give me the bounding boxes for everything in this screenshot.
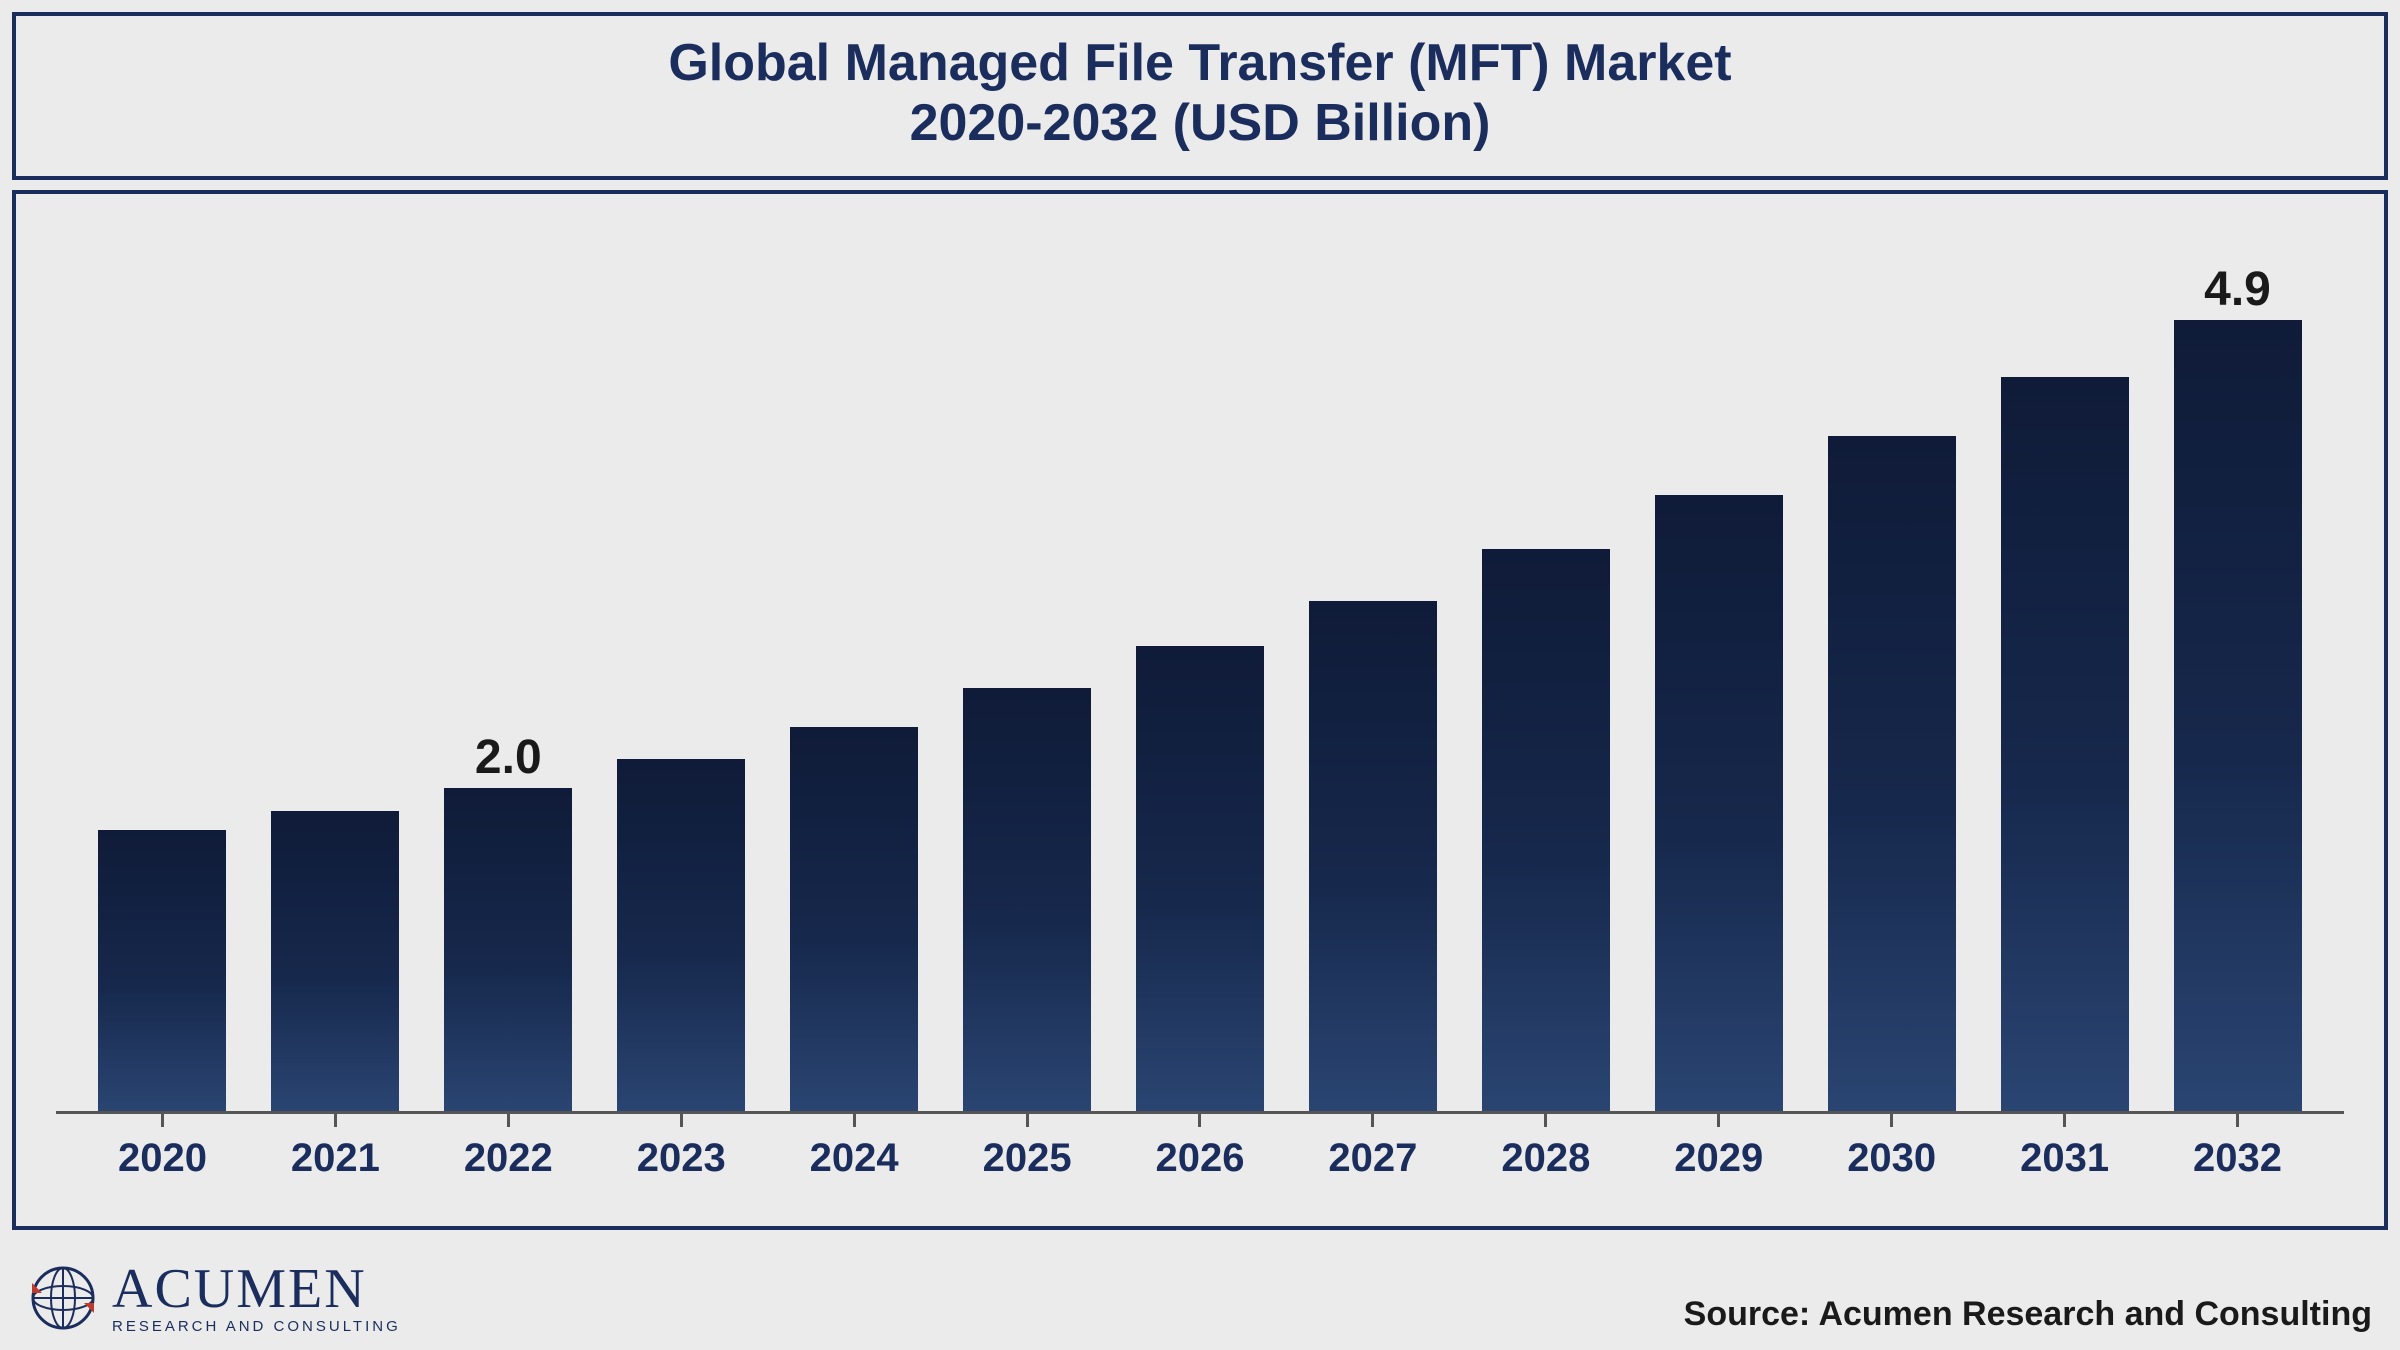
bar bbox=[271, 811, 399, 1111]
x-axis-label: 2031 bbox=[1978, 1136, 2151, 1181]
bar-slot bbox=[76, 224, 249, 1111]
axis-tick bbox=[507, 1111, 510, 1127]
chart-container: 2.04.9 202020212022202320242025202620272… bbox=[12, 190, 2388, 1230]
chart-title-line2: 2020-2032 (USD Billion) bbox=[16, 94, 2384, 154]
footer: ACUMEN RESEARCH AND CONSULTING Source: A… bbox=[0, 1261, 2400, 1334]
x-axis-label: 2025 bbox=[941, 1136, 1114, 1181]
bar-slot bbox=[249, 224, 422, 1111]
axis-tick bbox=[2236, 1111, 2239, 1127]
x-axis-label: 2028 bbox=[1459, 1136, 1632, 1181]
axis-tick bbox=[334, 1111, 337, 1127]
bar-slot: 4.9 bbox=[2151, 224, 2324, 1111]
bars-container: 2.0 4.9 bbox=[56, 224, 2344, 1111]
bar-slot bbox=[768, 224, 941, 1111]
bar-slot bbox=[1978, 224, 2151, 1111]
axis-tick bbox=[1026, 1111, 1029, 1127]
bar-value-label: 4.9 bbox=[2204, 262, 2271, 317]
bar: 4.9 bbox=[2174, 320, 2302, 1110]
x-axis-label: 2020 bbox=[76, 1136, 249, 1181]
bar bbox=[617, 759, 745, 1111]
x-axis-label: 2024 bbox=[768, 1136, 941, 1181]
x-axis-label: 2032 bbox=[2151, 1136, 2324, 1181]
axis-tick bbox=[853, 1111, 856, 1127]
logo-sub-text: RESEARCH AND CONSULTING bbox=[112, 1319, 401, 1334]
bar bbox=[1828, 436, 1956, 1110]
axis-tick bbox=[1198, 1111, 1201, 1127]
bar-slot: 2.0 bbox=[422, 224, 595, 1111]
logo-main-text: ACUMEN bbox=[112, 1261, 401, 1317]
bar-slot bbox=[1114, 224, 1287, 1111]
bar-slot bbox=[1459, 224, 1632, 1111]
x-axis-label: 2022 bbox=[422, 1136, 595, 1181]
bar-slot bbox=[1805, 224, 1978, 1111]
x-axis-label: 2021 bbox=[249, 1136, 422, 1181]
bar-slot bbox=[1286, 224, 1459, 1111]
x-axis-label: 2029 bbox=[1632, 1136, 1805, 1181]
axis-tick bbox=[680, 1111, 683, 1127]
bar-slot bbox=[1632, 224, 1805, 1111]
bar-slot bbox=[595, 224, 768, 1111]
bar bbox=[98, 830, 226, 1111]
axis-tick bbox=[2063, 1111, 2066, 1127]
axis-tick bbox=[1544, 1111, 1547, 1127]
axis-tick bbox=[1890, 1111, 1893, 1127]
axis-tick bbox=[161, 1111, 164, 1127]
plot-area: 2.0 4.9 bbox=[56, 224, 2344, 1114]
bar: 2.0 bbox=[444, 788, 572, 1111]
brand-logo: ACUMEN RESEARCH AND CONSULTING bbox=[28, 1261, 401, 1334]
chart-title-line1: Global Managed File Transfer (MFT) Marke… bbox=[16, 34, 2384, 94]
bar bbox=[1482, 549, 1610, 1110]
bar bbox=[2001, 377, 2129, 1111]
axis-tick bbox=[1371, 1111, 1374, 1127]
axis-tick bbox=[1717, 1111, 1720, 1127]
x-axis-label: 2023 bbox=[595, 1136, 768, 1181]
bar bbox=[1309, 601, 1437, 1111]
x-axis-label: 2026 bbox=[1114, 1136, 1287, 1181]
bar bbox=[1136, 646, 1264, 1110]
chart-title-box: Global Managed File Transfer (MFT) Marke… bbox=[12, 12, 2388, 180]
globe-icon bbox=[28, 1263, 98, 1333]
x-axis-label: 2030 bbox=[1805, 1136, 1978, 1181]
bar-slot bbox=[941, 224, 1114, 1111]
bar bbox=[790, 727, 918, 1111]
logo-text: ACUMEN RESEARCH AND CONSULTING bbox=[112, 1261, 401, 1334]
source-attribution: Source: Acumen Research and Consulting bbox=[1684, 1295, 2372, 1334]
x-axis-label: 2027 bbox=[1286, 1136, 1459, 1181]
bar-value-label: 2.0 bbox=[475, 730, 542, 785]
bar bbox=[963, 688, 1091, 1111]
bar bbox=[1655, 495, 1783, 1111]
